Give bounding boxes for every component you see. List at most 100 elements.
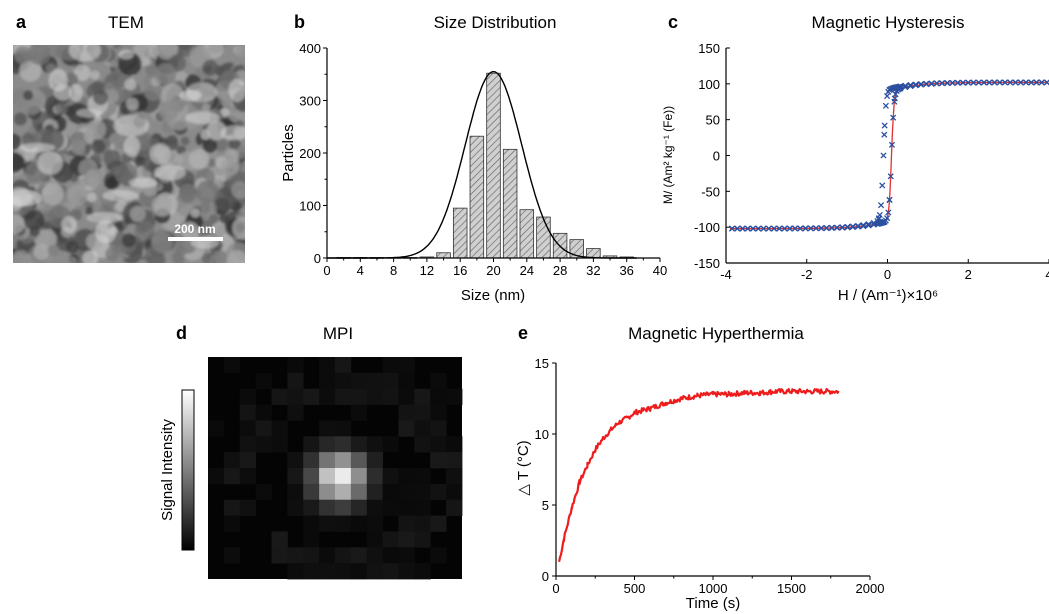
hysteresis-point [1017,79,1024,86]
hysteresis-point [892,91,899,98]
x-tick-label: 32 [586,263,600,278]
mpi-pixel [303,499,320,516]
hysteresis-point [879,182,886,189]
hysteresis-point [928,80,935,87]
hysteresis-point [865,221,872,228]
mpi-pixel [303,515,320,532]
tem-particle [105,247,120,262]
histogram-bar [486,72,501,259]
mpi-pixel [271,547,288,564]
mpi-pixel [382,483,399,501]
panel-e-letter: e [518,323,528,343]
mpi-pixel [350,563,368,580]
x-tick-label: 1500 [777,581,806,596]
hysteresis-point [959,79,967,86]
mpi-pixel [223,499,241,516]
y-tick-label: 10 [535,427,549,442]
mpi-pixel [446,499,463,516]
mpi-pixel [303,547,320,564]
tem-particle [213,137,228,152]
tem-particle [13,112,27,126]
panel-e-xlabel: Time (s) [686,595,740,612]
mpi-pixel [319,499,336,516]
mpi-pixel [350,483,368,501]
tem-void [61,216,78,234]
mpi-pixel [366,515,384,532]
hysteresis-point [1033,79,1040,86]
tem-particle [200,129,211,140]
hysteresis-point [902,82,909,89]
hysteresis-point [944,79,951,86]
tem-particle [236,223,245,232]
mpi-image [208,357,463,580]
hysteresis-point [907,83,914,90]
tem-particle [125,97,139,111]
mpi-pixel [319,563,336,580]
tem-particle [174,244,187,258]
y-tick-label: 300 [299,94,321,109]
tem-particle [70,137,82,148]
mpi-pixel [287,357,304,374]
x-tick-label: -4 [720,267,732,282]
x-tick-label: 16 [453,263,467,278]
tem-particle [65,240,79,254]
x-tick-label: 28 [553,263,567,278]
mpi-pixel [446,483,463,501]
hysteresis-point [885,209,892,216]
tem-particle [144,83,162,101]
mpi-pixel [223,515,241,532]
mpi-pixel [398,404,415,421]
panel-d-title: MPI [323,324,353,343]
hysteresis-point [907,81,914,89]
mpi-pixel [398,515,415,532]
mpi-pixel [350,436,368,453]
hysteresis-point [823,224,830,231]
hysteresis-point [980,79,988,86]
mpi-pixel [350,452,368,469]
tem-particle [105,176,119,190]
hysteresis-point [828,224,835,231]
tem-void [185,111,220,125]
mpi-pixel [366,483,384,501]
tem-void [37,151,63,175]
mpi-pixel [319,483,336,501]
mpi-pixel [303,563,320,580]
mpi-pixel [303,388,320,405]
panel-b-title: Size Distribution [434,13,557,32]
mpi-pixel [398,388,415,405]
hysteresis-point [760,225,767,232]
hysteresis-point [744,225,751,232]
panel-e-ylabel: △ T (°C) [515,440,532,495]
hysteresis-point [949,79,956,86]
histogram-bar [502,148,518,259]
tem-particle [124,78,137,91]
tem-void [86,212,123,224]
tem-particle [220,107,230,117]
hysteresis-point [888,141,896,148]
mpi-pixel [223,452,241,469]
mpi-pixel [335,563,352,580]
mpi-pixel [382,372,399,390]
hysteresis-point [917,80,925,88]
tem-particle [103,149,121,168]
panel-a-title: TEM [108,13,144,32]
hysteresis-point [1007,79,1014,86]
panel-c-xlabel: H / (Am⁻¹)×10⁶ [838,287,938,304]
mpi-pixel [414,468,431,485]
mpi-pixel [350,468,368,485]
mpi-pixel [255,483,272,501]
tem-particle [67,256,78,263]
tem-particle [121,233,136,248]
mpi-pixel [398,483,415,501]
tem-particle [196,180,220,204]
tem-particle [177,183,198,204]
mpi-pixel [430,404,447,421]
tem-particle [231,181,245,199]
mpi-pixel [382,436,399,453]
hysteresis-point [996,79,1003,86]
x-tick-label: 4 [1045,267,1049,282]
tem-particle [213,187,238,211]
x-tick-label: 36 [619,263,633,278]
mpi-pixel [366,468,384,485]
tem-void [118,49,135,60]
